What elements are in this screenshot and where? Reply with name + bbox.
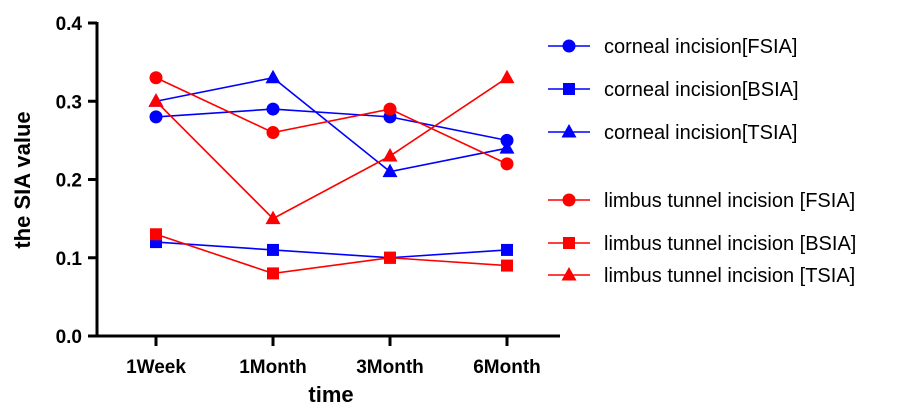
legend-item: limbus tunnel incision [FSIA] <box>548 190 855 212</box>
y-tick-label: 0.2 <box>56 171 82 192</box>
data-point-circle <box>266 102 280 116</box>
y-tick-label: 0.4 <box>56 14 83 35</box>
axes: 0.0 0.1 0.2 0.3 0.4 1Week 1Month 3Month 6Month <box>56 14 560 378</box>
data-point-square <box>267 267 279 280</box>
legend-marker-circle <box>562 39 576 53</box>
series-layer <box>148 69 515 280</box>
data-point-square <box>501 243 513 256</box>
series-4 <box>149 71 514 171</box>
legend-item: corneal incision[BSIA] <box>548 79 799 101</box>
legend: corneal incision[FSIA] corneal incision[B… <box>548 36 856 287</box>
data-point-triangle <box>499 140 515 154</box>
legend-item: limbus tunnel incision [TSIA] <box>548 265 855 287</box>
series-5 <box>150 228 513 280</box>
y-axis-title: the SIA value <box>10 111 35 248</box>
y-tick-label: 0.0 <box>56 327 82 348</box>
series-line <box>155 241 508 259</box>
series-6 <box>148 69 515 225</box>
series-line <box>155 233 508 275</box>
data-point-triangle <box>265 210 281 225</box>
data-point-triangle <box>382 147 398 162</box>
data-point-circle <box>383 102 397 116</box>
data-point-circle <box>149 110 163 124</box>
data-point-square <box>267 243 279 256</box>
y-tick-label: 0.3 <box>56 92 82 113</box>
series-line <box>155 77 508 165</box>
legend-item: corneal incision[FSIA] <box>548 36 797 58</box>
legend-label: corneal incision[FSIA] <box>604 36 797 58</box>
legend-marker-circle <box>562 193 576 207</box>
legend-item: limbus tunnel incision [BSIA] <box>548 233 856 255</box>
legend-label: limbus tunnel incision [TSIA] <box>604 265 855 287</box>
data-point-square <box>501 259 513 272</box>
legend-marker-square <box>563 237 575 249</box>
x-tick-label: 1Week <box>126 357 186 378</box>
legend-label: limbus tunnel incision [BSIA] <box>604 233 856 255</box>
y-tick-label: 0.1 <box>56 249 83 270</box>
legend-label: corneal incision[BSIA] <box>604 79 799 101</box>
series-line <box>155 108 508 142</box>
data-point-circle <box>500 157 514 171</box>
data-point-triangle <box>382 163 398 178</box>
series-line <box>155 76 508 173</box>
data-point-circle <box>266 126 280 140</box>
legend-item: corneal incision[TSIA] <box>548 122 797 144</box>
legend-label: limbus tunnel incision [FSIA] <box>604 190 855 212</box>
x-tick-label: 1Month <box>239 357 307 378</box>
data-point-circle <box>149 71 163 85</box>
x-tick-label: 6Month <box>473 357 541 378</box>
legend-marker-triangle <box>561 266 577 281</box>
data-point-triangle <box>265 69 281 84</box>
x-axis-title: time <box>308 382 353 407</box>
data-point-square <box>150 228 162 241</box>
series-line <box>155 77 508 220</box>
data-point-triangle <box>148 93 164 107</box>
legend-label: corneal incision[TSIA] <box>604 122 797 144</box>
series-3 <box>148 69 515 178</box>
x-tick-label: 3Month <box>356 357 424 378</box>
data-point-triangle <box>499 69 515 84</box>
legend-marker-triangle <box>561 123 577 138</box>
data-point-square <box>384 251 396 264</box>
legend-marker-square <box>563 83 575 95</box>
series-1 <box>149 102 514 147</box>
